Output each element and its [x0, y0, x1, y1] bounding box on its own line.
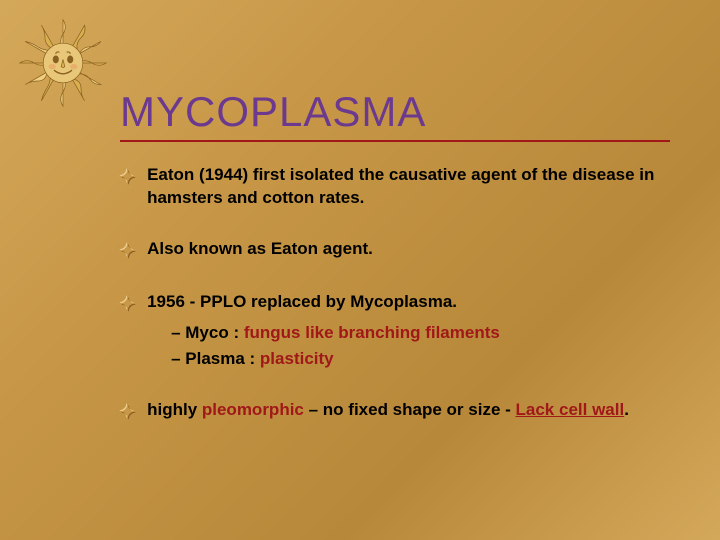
bullet-marker-icon: ✦: [120, 292, 135, 316]
text-run: fungus like branching filaments: [244, 323, 500, 342]
text-run: Eaton (1944) first isolated the causativ…: [147, 165, 654, 207]
sub-item: – Plasma : plasticity: [171, 346, 670, 372]
text-run: pleomorphic: [202, 400, 304, 419]
bullet-item: ✦ Eaton (1944) first isolated the causati…: [120, 164, 670, 210]
bullet-item: ✦ 1956 - PPLO replaced by Mycoplasma. – My…: [120, 291, 670, 371]
slide-title: MYCOPLASMA: [120, 88, 670, 142]
text-run: .: [624, 400, 629, 419]
sub-item: – Myco : fungus like branching filaments: [171, 320, 670, 346]
bullet-text: highly pleomorphic – no fixed shape or s…: [147, 399, 670, 422]
text-run: Also known as Eaton agent.: [147, 239, 373, 258]
text-run: – Plasma :: [171, 349, 260, 368]
bullet-text: 1956 - PPLO replaced by Mycoplasma. – Myc…: [147, 291, 670, 371]
text-run: highly: [147, 400, 202, 419]
bullet-text: Also known as Eaton agent.: [147, 238, 670, 261]
text-run: 1956 - PPLO replaced by Mycoplasma.: [147, 292, 457, 311]
bullet-item: ✦ highly pleomorphic – no fixed shape or …: [120, 399, 670, 424]
slide-content: MYCOPLASMA ✦ Eaton (1944) first isolated …: [0, 0, 720, 482]
sub-list: – Myco : fungus like branching filaments…: [171, 320, 670, 371]
bullet-marker-icon: ✦: [120, 239, 135, 263]
text-run: – no fixed shape or size -: [304, 400, 516, 419]
sun-icon: [18, 18, 108, 108]
bullet-text: Eaton (1944) first isolated the causativ…: [147, 164, 670, 210]
text-run: Lack cell wall: [516, 400, 625, 419]
bullet-item: ✦ Also known as Eaton agent.: [120, 238, 670, 263]
bullet-list: ✦ Eaton (1944) first isolated the causati…: [120, 164, 670, 424]
bullet-marker-icon: ✦: [120, 400, 135, 424]
bullet-marker-icon: ✦: [120, 165, 135, 189]
text-run: – Myco :: [171, 323, 244, 342]
text-run: plasticity: [260, 349, 334, 368]
